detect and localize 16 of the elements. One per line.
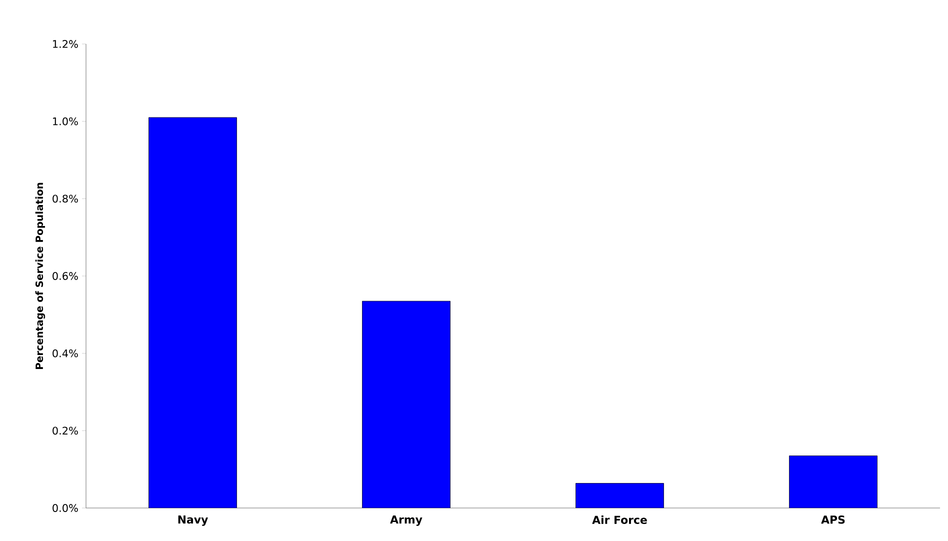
- bar: [148, 117, 237, 508]
- y-tick-label: 0.6%: [52, 272, 78, 280]
- y-tick-label: 0.2%: [52, 426, 78, 435]
- y-tick-label: 1.0%: [53, 117, 78, 126]
- x-tick-label: Navy: [178, 516, 208, 526]
- x-tick-label: Air Force: [592, 516, 647, 524]
- y-axis-title: Percentage of Service Population: [35, 182, 46, 369]
- y-tick-label: 1.2%: [53, 40, 78, 48]
- x-tick-label: Army: [390, 516, 422, 526]
- bar: [789, 456, 878, 508]
- x-tick-label: APS: [821, 516, 845, 524]
- bar: [576, 483, 664, 508]
- y-tick-label: 0.4%: [52, 349, 78, 358]
- y-tick-label: 0.0%: [52, 504, 78, 512]
- y-tick-label: 0.8%: [52, 194, 78, 203]
- bar: [362, 300, 450, 508]
